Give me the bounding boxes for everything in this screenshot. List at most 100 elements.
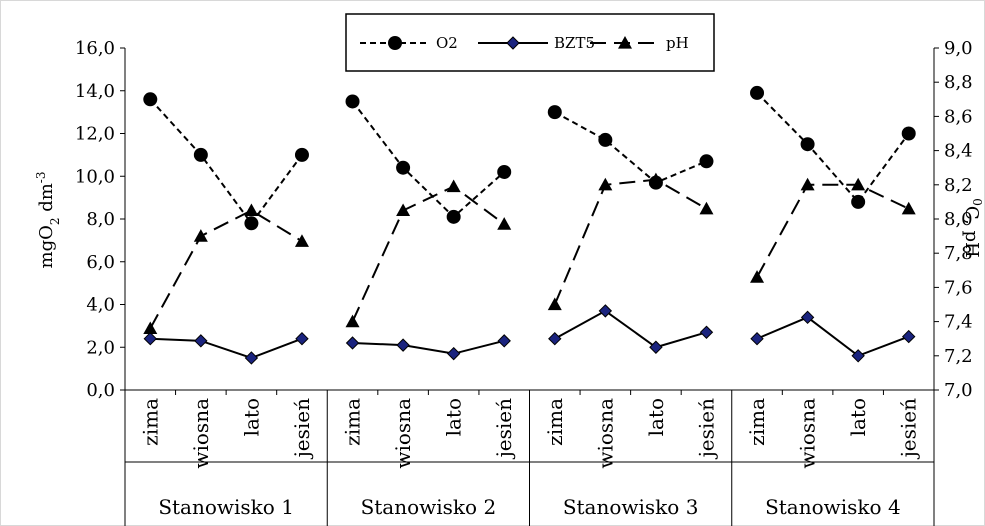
point-ph [143,321,158,335]
point-ph [648,172,663,186]
season-label: zima [745,398,769,446]
series-line-o2 [756,92,910,204]
point-ph [750,270,765,283]
season-label: jesień [492,398,516,460]
point-ph [446,179,461,193]
group-label: Stanowisko 2 [361,495,497,519]
y-left-tick-label: 16,0 [75,38,115,59]
series-line-o2 [351,100,505,219]
y-right-tick-label: 8,0 [944,209,973,230]
y-left-tick-label: 2,0 [86,337,115,358]
y-left-tick-label: 14,0 [75,81,115,102]
y-right-tick-label: 7,6 [944,277,973,298]
point-o2 [193,147,208,162]
series-layer [143,85,916,365]
y-right-tick-label: 8,2 [944,175,973,196]
point-o2 [750,85,765,100]
season-label: jesień [694,398,718,460]
season-label: jesień [290,398,314,460]
legend-label-ph: pH [666,34,689,52]
series-line-o2 [554,111,707,184]
series-line-ph [351,185,505,323]
point-o2 [345,94,360,109]
point-bzt5 [446,346,461,361]
point-o2 [244,216,259,231]
point-o2 [143,92,158,107]
y-right-tick-label: 7,2 [944,346,973,367]
season-label: wiosna [593,398,617,469]
y-right-tick-label: 8,4 [944,141,973,162]
series-line-ph [756,183,910,278]
point-bzt5 [295,331,309,346]
point-o2 [497,164,512,179]
season-label: jesień [897,398,921,460]
y-left-tick-label: 8,0 [86,209,115,230]
y-left-tick-label: 4,0 [86,295,115,316]
series-line-bzt5 [554,309,707,349]
point-bzt5 [750,331,764,346]
season-label: zima [543,398,567,446]
series-line-o2 [149,98,303,225]
series-ph [143,172,916,335]
y-left-label-sup: -3 [34,171,48,183]
point-o2 [901,126,916,141]
legend-label-o2: O2 [436,34,458,52]
labels-layer: mgO2 dm-3 0C, pH 0,0 2,0 4,0 6,0 8,0 10,0 12,0… [34,38,984,519]
point-bzt5 [649,340,663,354]
point-bzt5 [851,349,865,363]
y-left-tick-label: 12,0 [75,124,115,145]
season-label: lato [239,398,263,436]
season-label: wiosna [796,398,820,469]
y-axis-right-label: 0C, pH [961,198,984,257]
point-ph [294,234,309,247]
season-label: zima [138,398,162,446]
legend-label-bzt5: BZT5 [554,34,595,52]
point-o2 [446,209,461,224]
season-label: lato [644,398,668,436]
season-label: wiosna [189,398,213,469]
season-label: wiosna [391,398,415,469]
legend-marker-bzt5 [506,36,520,50]
series-line-bzt5 [150,337,303,359]
series-o2 [143,85,916,231]
point-ph [851,177,866,191]
series-line-bzt5 [352,339,505,355]
y-right-tick-label: 7,0 [944,380,973,401]
point-bzt5 [598,304,613,318]
y-left-label-part-1: mgO [36,225,57,268]
point-ph [800,177,815,191]
group-label: Stanowisko 1 [158,495,294,519]
legend: O2 BZT5 pH [345,13,715,72]
y-left-tick-label: 6,0 [86,252,115,273]
y-left-label-sub: 2 [48,218,62,226]
series-line-ph [149,209,303,329]
group-label: Stanowisko 4 [765,495,901,519]
legend-marker-ph [618,36,632,49]
y-right-tick-label: 8,8 [944,72,973,93]
series-bzt5 [143,304,916,365]
y-left-tick-label: 10,0 [75,166,115,187]
y-right-label-part: C, pH [961,206,982,258]
y-left-tick-label: 0,0 [86,380,115,401]
point-ph [193,229,208,242]
y-axis-left-label: mgO2 dm-3 [34,171,62,268]
season-label: lato [846,398,870,436]
group-label: Stanowisko 3 [563,495,699,519]
point-ph [497,217,512,230]
point-bzt5 [699,325,714,339]
point-bzt5 [902,329,916,344]
point-ph [901,201,916,215]
point-bzt5 [396,338,410,352]
point-bzt5 [244,351,259,365]
point-bzt5 [345,336,360,350]
point-ph [547,297,562,311]
season-label: lato [442,398,466,436]
series-line-bzt5 [756,316,910,357]
point-ph [699,201,714,215]
point-bzt5 [548,331,562,346]
point-o2 [851,194,866,209]
point-bzt5 [800,310,815,325]
axes-layer [120,47,939,526]
